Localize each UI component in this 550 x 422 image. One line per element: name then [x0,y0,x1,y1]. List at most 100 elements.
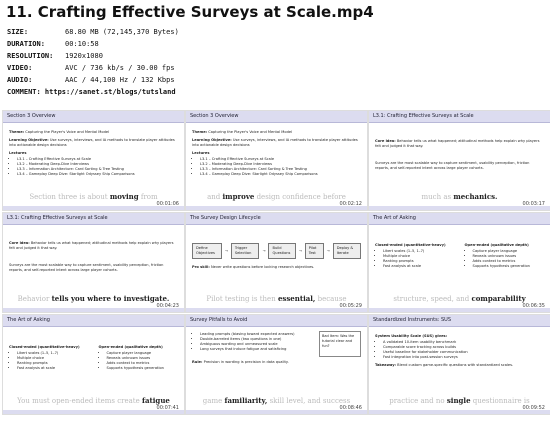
flow: Define Objectives → Trigger Selection → Buil… [192,243,362,259]
field-value: 68.80 MB (72,145,370 Bytes) [65,28,179,36]
slide-text: Theme: Capturing the Player's Voice and … [9,130,178,135]
slide-text: Pro skill: Never write questions before … [192,265,361,270]
timestamp: 00:04:23 [156,303,179,309]
slide-body: Leading prompts (biasing toward expected… [186,327,367,365]
field-label: AUDIO: [7,76,33,84]
subtitle: Pilot testing is then essential, because [186,294,367,303]
text-body: Use surveys, interviews, and IA methods … [192,138,358,147]
columns: Closed-ended (quantitative-heavy) Likert … [375,243,544,270]
column: Open-ended (qualitative depth) Capture pl… [99,345,179,372]
slide-text: Rule: Precision in wording is precision … [192,360,361,365]
timestamp: 00:09:52 [522,405,545,411]
slide-body: Define Objectives → Trigger Selection → Buil… [186,225,367,270]
list-item: Useful baseline for stakeholder communic… [383,350,544,355]
text-body: Behavior tells us what happened; attitud… [9,241,174,250]
subtitle-pre: game [202,397,223,405]
field: SIZE: 68.80 MB (72,145,370 Bytes) [7,28,179,36]
subtitle: much as mechanics. [369,192,550,201]
slide-body: Core idea: Behavior tells us what happen… [369,123,550,171]
arrow: → [326,248,330,253]
slide-title: L3.1: Crafting Effective Surveys at Scal… [369,111,550,123]
list-item: Multiple choice [17,356,89,361]
arrow: → [298,248,302,253]
column-head: Closed-ended (quantitative-heavy) [9,345,80,349]
list-item: Reveals unknown issues [473,254,545,259]
subtitle-key: tells you where to investigate. [51,294,170,303]
text-label: Theme: [192,130,208,134]
flow-step: Deploy & Iterate [332,243,362,259]
list: A validated 10-item usability benchmarkC… [375,340,544,360]
subtitle-key: fatigue [141,396,170,405]
slide-title: L3.1: Crafting Effective Surveys at Scal… [3,213,184,225]
subtitle-pre: and [207,193,221,201]
list-item: L3.4 – Gameplay Deep Dive: Starlight Ody… [17,172,178,177]
subtitle-post: questionnaire is [472,397,530,405]
subtitle-key: essential, [277,294,316,303]
list-item: Ranking prompts [383,259,455,264]
list-item: Leading prompts (biasing toward expected… [200,332,313,337]
subtitle: game familiarity, skill level, and succe… [186,396,367,405]
slide-body: Core idea: Behavior tells us what happen… [3,225,184,273]
column: Closed-ended (quantitative-heavy) Likert … [9,345,89,372]
text-label: Learning Objective: [192,138,232,142]
slide-title: The Art of Asking [369,213,550,225]
flow-step: Define Objectives [192,243,222,259]
list: Capture player languageReveals unknown i… [465,249,545,269]
footer-bar [3,206,184,210]
field-label: RESOLUTION: [7,52,54,60]
list-head: System Usability Scale (SUS) gives: [375,334,448,338]
footer-bar [186,206,367,210]
field-value: 1920x1080 [65,52,103,60]
thumbnail: Survey Pitfalls to Avoid Leading prompts … [185,314,368,415]
list-item: Adds context to metrics [107,361,179,366]
thumbnail: L3.1: Crafting Effective Surveys at Scal… [2,212,185,313]
list-item: Reveals unknown issues [107,356,179,361]
text-body: Blend custom game-specific questions wit… [397,363,514,367]
list-item: Ambiguous wording and unmeasured scale [200,342,313,347]
subtitle-pre: Pilot testing is then [206,295,276,303]
text-label: Core idea: [375,139,396,143]
text-body: Use surveys, interviews, and IA methods … [9,138,175,147]
field-label: VIDEO: [7,64,33,72]
field: VIDEO: AVC / 736 kb/s / 30.00 fps [7,64,175,72]
slide-title: The Survey Design Lifecycle [186,213,367,225]
field: DURATION: 00:10:58 [7,40,99,48]
list-item: Ranking prompts [17,361,89,366]
slide-title: Standardized Instruments: SUS [369,315,550,327]
thumbnail: Section 3 Overview Theme: Capturing the P… [2,110,185,211]
slide-text: Learning Objective: Use surveys, intervi… [192,138,361,148]
subtitle-key: mechanics. [453,192,498,201]
field-value: 00:10:58 [65,40,99,48]
timestamp: 00:05:29 [339,303,362,309]
list-item: L3.3 – Information Architecture: Card So… [17,167,178,172]
text-body: Never write questions before locking res… [210,265,315,269]
subtitle-pre: You must open-ended items create [17,397,140,405]
subtitle: Behavior tells you where to investigate. [3,294,184,303]
subtitle-key: single [446,396,471,405]
text-body: Surveys are the most scalable way to cap… [9,263,164,272]
columns: Closed-ended (quantitative-heavy) Likert … [9,345,178,372]
subtitle-post: because [317,295,347,303]
text-label: Takeaway: [375,363,396,367]
comment: COMMENT: https://sanet.st/blogs/tutsland [7,88,176,96]
footer-bar [3,410,184,414]
field-label: SIZE: [7,28,29,36]
slide-text: Core idea: Behavior tells us what happen… [9,241,178,251]
list-item: Multiple choice [383,254,455,259]
subtitle-key: comparability [471,294,526,303]
slide-title: Section 3 Overview [186,111,367,123]
flow-step: Trigger Selection [230,243,260,259]
slide-body: Closed-ended (quantitative-heavy) Likert … [3,327,184,372]
text-body: Capturing the Player's Voice and Mental … [25,130,110,134]
subtitle-post: from [140,193,158,201]
list-head: Lectures [192,151,210,155]
slide-text: Surveys are the most scalable way to cap… [375,161,544,171]
text-label: Theme: [9,130,25,134]
field-value: AAC / 44,100 Hz / 132 Kbps [65,76,175,84]
slide-body: Theme: Capturing the Player's Voice and … [186,123,367,177]
list-item: L3.1 – Crafting Effective Surveys at Sca… [17,157,178,162]
list-item: Fast analysis at scale [383,264,455,269]
flow-step: Pilot Test [304,243,324,259]
field: AUDIO: AAC / 44,100 Hz / 132 Kbps [7,76,175,84]
